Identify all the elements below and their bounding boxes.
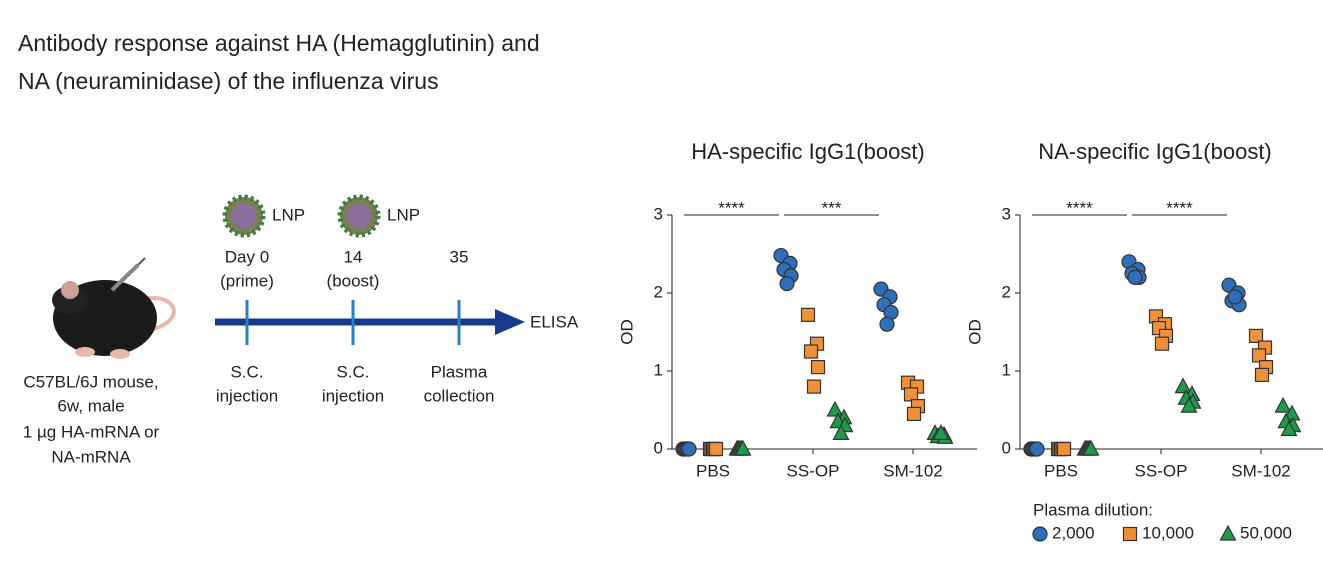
y-tick-label: 0: [1002, 438, 1011, 457]
y-tick-label: 2: [654, 282, 663, 301]
point: [800, 307, 816, 322]
legend-label: 2,000: [1052, 523, 1095, 542]
y-tick-label: 3: [654, 204, 663, 223]
action-label: collection: [424, 386, 495, 405]
arrow-head: [495, 309, 525, 335]
significance-label: ****: [1166, 198, 1193, 217]
point: [1082, 439, 1100, 456]
action-label: injection: [322, 386, 384, 405]
day-label: 35: [450, 247, 469, 266]
mouse-text: 6w, male: [57, 396, 124, 415]
action-label: Plasma: [431, 362, 488, 381]
y-axis-label: OD: [965, 319, 984, 345]
legend-label: 10,000: [1142, 523, 1194, 542]
point: [1227, 289, 1243, 305]
legend-title: Plasma dilution:: [1033, 500, 1153, 519]
point: [1251, 348, 1267, 363]
point: [708, 441, 724, 457]
chart-title: NA-specific IgG1(boost): [1038, 139, 1272, 164]
point: [879, 316, 895, 332]
day-label: (prime): [220, 271, 274, 290]
y-tick-label: 3: [1002, 204, 1011, 223]
point: [1122, 526, 1138, 542]
action-label: injection: [216, 386, 278, 405]
point: [1254, 367, 1270, 382]
day-label: Day 0: [225, 247, 269, 266]
point: [1274, 396, 1292, 413]
point: [1127, 269, 1143, 285]
point: [826, 400, 844, 417]
legend-label: 50,000: [1240, 523, 1292, 542]
point: [1174, 377, 1192, 394]
point: [1180, 396, 1198, 413]
significance-label: ****: [1066, 198, 1093, 217]
x-tick-label: SS-OP: [1135, 461, 1188, 480]
point: [932, 424, 950, 440]
mouse-text: 1 µg HA-mRNA or: [23, 422, 160, 441]
point: [1056, 441, 1072, 457]
x-tick-label: PBS: [696, 461, 730, 480]
end-label: ELISA: [530, 312, 579, 331]
point: [832, 424, 850, 440]
day-label: (boost): [327, 271, 380, 290]
point: [1154, 336, 1170, 351]
point: [806, 379, 822, 394]
mouse-icon: [52, 257, 176, 359]
point: [779, 276, 795, 292]
x-tick-label: SM-102: [883, 461, 943, 480]
y-tick-label: 1: [654, 360, 663, 379]
mouse-text: NA-mRNA: [51, 447, 131, 466]
lnp-icon: [222, 194, 266, 238]
point: [903, 387, 919, 402]
chart-title: HA-specific IgG1(boost): [691, 139, 925, 164]
title: Antibody response against HA (Hemaggluti…: [18, 30, 540, 56]
significance-label: ***: [822, 198, 842, 217]
lnp-label: LNP: [387, 205, 420, 224]
point: [1029, 441, 1045, 457]
significance-label: ****: [718, 198, 745, 217]
y-tick-label: 0: [654, 438, 663, 457]
action-label: S.C.: [336, 362, 369, 381]
x-tick-label: PBS: [1044, 461, 1078, 480]
point: [1219, 524, 1237, 541]
point: [810, 360, 826, 375]
x-tick-label: SM-102: [1231, 461, 1291, 480]
y-tick-label: 1: [1002, 360, 1011, 379]
point: [1280, 420, 1298, 437]
point: [803, 344, 819, 359]
point: [1248, 328, 1264, 343]
lnp-icon: [337, 194, 381, 238]
point: [1032, 526, 1048, 542]
action-label: S.C.: [230, 362, 263, 381]
point: [681, 441, 697, 457]
point: [906, 406, 922, 421]
day-label: 14: [344, 247, 363, 266]
mouse-text: C57BL/6J mouse,: [23, 372, 158, 391]
y-axis-label: OD: [617, 319, 636, 345]
point: [734, 439, 752, 456]
lnp-label: LNP: [272, 205, 305, 224]
title: NA (neuraminidase) of the influenza viru…: [18, 68, 439, 94]
x-tick-label: SS-OP: [787, 461, 840, 480]
y-tick-label: 2: [1002, 282, 1011, 301]
